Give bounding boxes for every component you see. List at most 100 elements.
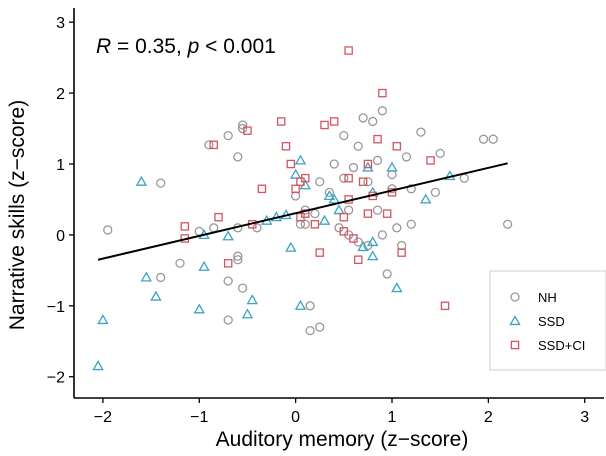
- point-nh: [209, 223, 219, 233]
- point-ssd-ci: [315, 248, 324, 257]
- point-ssd-ci: [339, 227, 349, 236]
- point-ssd: [222, 230, 234, 241]
- point-ssd-ci: [378, 88, 387, 98]
- point-ssd-ci: [301, 173, 310, 183]
- point-nh: [103, 225, 113, 235]
- point-nh: [310, 208, 320, 219]
- point-nh: [315, 177, 325, 187]
- point-nh: [237, 120, 248, 130]
- x-axis-title: Auditory memory (z−score): [216, 428, 469, 451]
- point-ssd: [140, 271, 152, 282]
- point-nh: [502, 219, 513, 229]
- x-tick-label: 1: [388, 409, 397, 426]
- point-nh: [237, 283, 248, 293]
- point-nh: [329, 159, 339, 169]
- point-nh: [233, 152, 243, 162]
- point-ssd-ci: [373, 134, 382, 144]
- point-nh: [377, 230, 388, 240]
- tick-marks: −2 −1 0 1 2 3 −2 −1 0 1 2 3: [47, 15, 590, 426]
- legend: NH SSD SSD+CI: [489, 270, 606, 371]
- point-nh: [204, 140, 214, 150]
- point-nh: [223, 276, 233, 286]
- point-nh: [339, 130, 349, 141]
- legend-marker-ssd-ci: [510, 340, 520, 350]
- point-ssd: [357, 241, 369, 252]
- regression-line: [97, 162, 508, 261]
- point-nh: [416, 127, 426, 137]
- point-nh: [237, 123, 248, 134]
- y-tick-label: 0: [56, 228, 65, 245]
- point-nh: [382, 269, 392, 279]
- point-ssd-ci: [257, 184, 267, 194]
- point-nh: [339, 173, 349, 183]
- point-nh: [315, 322, 325, 332]
- point-ssd: [386, 161, 398, 172]
- axes: [73, 8, 604, 399]
- correlation-annotation: R = 0.35, p < 0.001: [96, 35, 276, 58]
- legend-label-nh: NH: [538, 290, 557, 305]
- point-ssd: [241, 308, 254, 319]
- legend-label-ssd-ci: SSD+CI: [538, 338, 585, 353]
- point-ssd: [193, 303, 205, 314]
- point-ssd-ci: [281, 142, 291, 151]
- point-nh: [478, 134, 489, 144]
- point-ssd-ci: [426, 156, 435, 165]
- legend-label-ssd: SSD: [538, 314, 565, 329]
- point-nh: [300, 219, 310, 229]
- point-ssd-ci: [358, 177, 368, 186]
- point-ssd-ci: [243, 126, 252, 135]
- point-ssd: [135, 175, 148, 186]
- point-ssd: [294, 299, 307, 310]
- point-ssd-ci: [363, 209, 373, 218]
- point-ssd: [420, 193, 432, 204]
- point-ssd: [198, 260, 210, 271]
- legend-marker-nh: [510, 292, 520, 302]
- p-symbol: p: [187, 35, 200, 58]
- point-ssd: [285, 241, 297, 252]
- point-ssd: [92, 360, 104, 371]
- point-nh: [387, 169, 397, 180]
- point-ssd: [294, 154, 307, 165]
- point-ssd-ci: [349, 234, 358, 243]
- point-nh: [396, 240, 407, 251]
- y-tick-label: 1: [56, 157, 65, 174]
- point-nh: [459, 173, 469, 183]
- x-tick-label: −2: [94, 409, 112, 426]
- point-ssd-ci: [363, 159, 373, 169]
- point-ssd-ci: [180, 222, 190, 231]
- point-ssd-ci: [344, 173, 353, 183]
- r-symbol: R: [96, 35, 111, 58]
- point-ssd: [289, 168, 302, 179]
- point-nh: [233, 255, 243, 265]
- point-nh: [233, 251, 243, 261]
- point-nh: [401, 152, 412, 162]
- point-ssd-ci: [286, 159, 296, 169]
- point-ssd-ci: [344, 46, 353, 55]
- point-nh: [488, 134, 498, 144]
- point-nh: [343, 205, 354, 215]
- point-nh: [348, 162, 359, 173]
- point-ssd: [150, 290, 162, 301]
- y-tick-label: 3: [56, 15, 65, 32]
- point-ssd: [367, 250, 379, 261]
- point-ssd-ci: [397, 248, 406, 257]
- point-nh: [372, 155, 383, 166]
- point-nh: [435, 148, 445, 159]
- point-nh: [156, 272, 166, 283]
- point-nh: [305, 325, 315, 336]
- point-ssd-ci: [392, 142, 402, 151]
- point-nh: [175, 258, 185, 268]
- point-ssd-ci: [296, 212, 305, 222]
- point-nh: [392, 223, 402, 233]
- point-nh: [358, 113, 368, 123]
- point-nh: [406, 219, 416, 229]
- point-ssd: [367, 236, 379, 247]
- point-ssd-ci: [329, 117, 339, 126]
- legend-box: [489, 270, 606, 371]
- points-layer: [92, 46, 513, 371]
- point-nh: [368, 116, 378, 127]
- y-tick-label: 2: [56, 86, 65, 103]
- point-ssd-ci: [310, 220, 320, 229]
- point-ssd-ci: [223, 259, 233, 268]
